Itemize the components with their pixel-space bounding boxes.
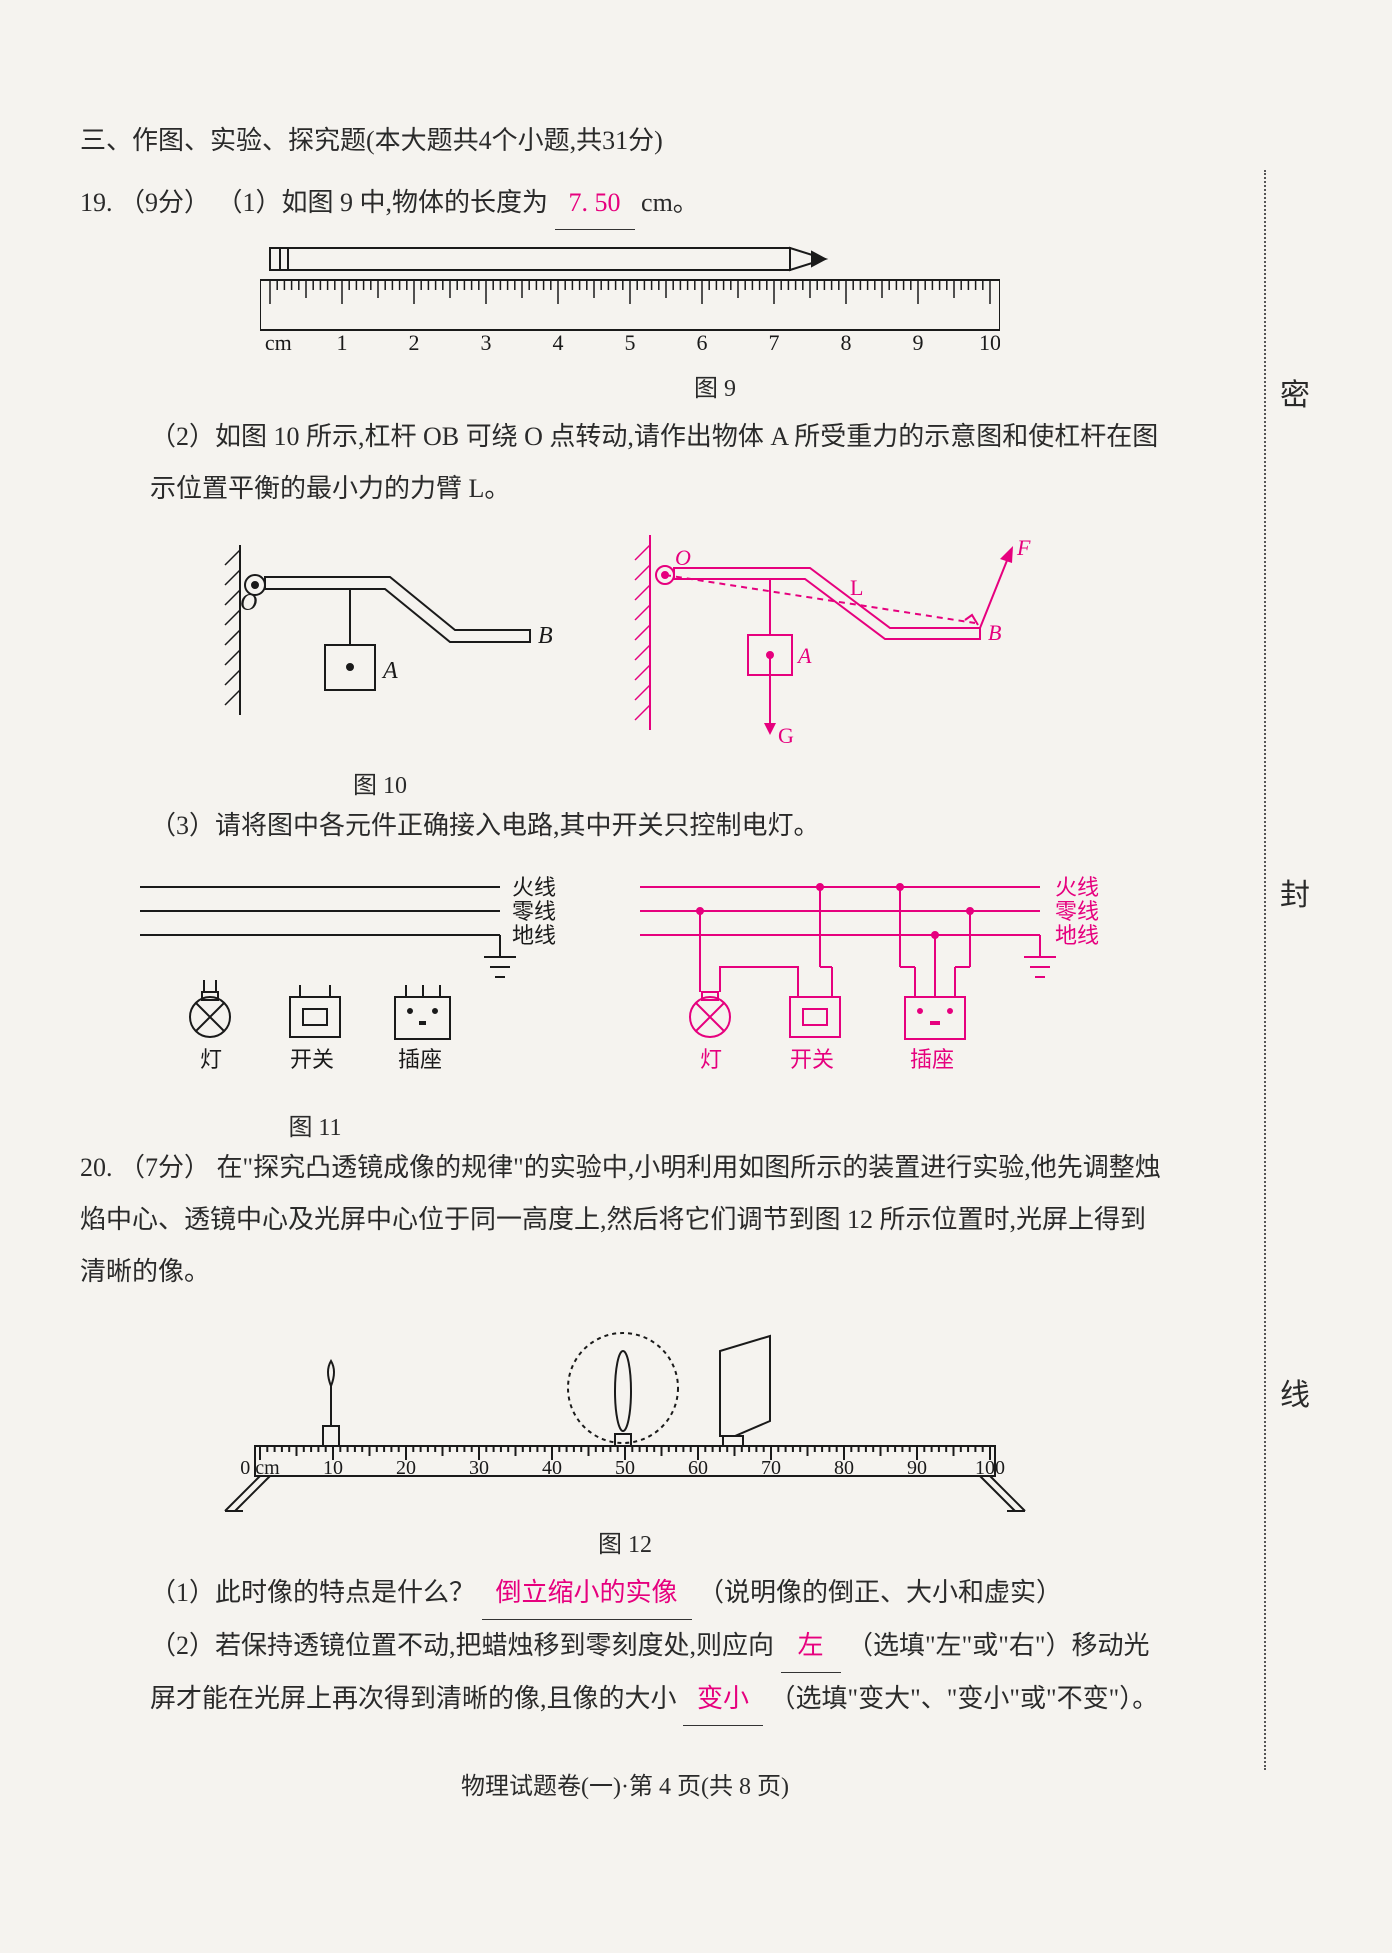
section-title: 三、作图、实验、探究题(本大题共4个小题,共31分)	[80, 120, 1170, 157]
svg-text:7: 7	[769, 330, 780, 355]
q20-p2-ans1: 左	[781, 1620, 841, 1673]
q20-p2: （2）若保持透镜位置不动,把蜡烛移到零刻度处,则应向 左 （选填"左"或"右"）…	[80, 1620, 1170, 1726]
svg-text:80: 80	[834, 1457, 854, 1479]
fig11-label: 图 11	[0, 1107, 1170, 1142]
svg-text:100: 100	[975, 1457, 1005, 1479]
svg-text:10: 10	[323, 1457, 343, 1479]
page-content: 三、作图、实验、探究题(本大题共4个小题,共31分) 19. （9分） （1）如…	[80, 120, 1170, 1801]
circuit-left-svg: 火线 零线 地线 灯 开关 插座	[140, 867, 580, 1097]
svg-text:4: 4	[553, 330, 564, 355]
cr-lamp: 灯	[700, 1047, 722, 1072]
lever-left-B: B	[538, 623, 553, 649]
figure-12: 0 cm 10 20 30 40 50 60 70 80 90 100 图 12	[215, 1316, 1035, 1559]
svg-text:20: 20	[396, 1457, 416, 1479]
lever-left-svg: O A B	[200, 535, 560, 735]
lever-right-svg: O L B F A G	[620, 535, 1040, 755]
q19-p1-answer: 7. 50	[555, 177, 635, 230]
svg-text:8: 8	[841, 330, 852, 355]
lever-right-A: A	[796, 643, 812, 668]
bench-svg: 0 cm 10 20 30 40 50 60 70 80 90 100	[215, 1316, 1035, 1516]
q20-p2-c: （选填"变大"、"变小"或"不变"）。	[770, 1684, 1159, 1713]
svg-text:2: 2	[409, 330, 420, 355]
svg-text:5: 5	[625, 330, 636, 355]
q20-num: 20.	[80, 1153, 113, 1182]
svg-text:40: 40	[542, 1457, 562, 1479]
lever-right-G: G	[778, 723, 794, 748]
cr-earth: 地线	[1055, 923, 1099, 948]
svg-text:30: 30	[469, 1457, 489, 1479]
svg-text:50: 50	[615, 1457, 635, 1479]
svg-text:90: 90	[907, 1457, 927, 1479]
cl-socket: 插座	[398, 1047, 442, 1072]
lever-right-B: B	[988, 620, 1001, 645]
cr-socket: 插座	[910, 1047, 954, 1072]
q20-p1-ans: 倒立缩小的实像	[482, 1567, 692, 1620]
seal-char-2: 封	[1280, 870, 1310, 914]
ruler-svg: 0 cm 1 2 3 4 5 6 7 8 9 10	[260, 240, 1000, 360]
svg-text:9: 9	[913, 330, 924, 355]
cr-neutral: 零线	[1055, 899, 1099, 924]
q19-pts: （9分）	[119, 188, 210, 217]
q20-intro: 20. （7分） 在"探究凸透镜成像的规律"的实验中,小明利用如图所示的装置进行…	[80, 1142, 1170, 1298]
cl-switch: 开关	[290, 1047, 334, 1072]
q19-p1-pre: （1）如图 9 中,物体的长度为	[217, 188, 549, 217]
cr-switch: 开关	[790, 1047, 834, 1072]
q20-pts: （7分）	[119, 1153, 210, 1182]
figure-11: 火线 零线 地线 灯 开关 插座	[140, 867, 1170, 1097]
svg-text:1: 1	[337, 330, 348, 355]
q19-num: 19.	[80, 188, 113, 217]
svg-text:60: 60	[688, 1457, 708, 1479]
q19-p1-post: cm。	[641, 188, 699, 217]
fig9-label: 图 9	[260, 368, 1170, 403]
lever-left-O: O	[240, 590, 257, 616]
q20-p2-a: （2）若保持透镜位置不动,把蜡烛移到零刻度处,则应向	[150, 1631, 774, 1660]
q20-introtext: 在"探究凸透镜成像的规律"的实验中,小明利用如图所示的装置进行实验,他先调整烛焰…	[80, 1153, 1161, 1286]
fig12-label: 图 12	[215, 1524, 1035, 1559]
seal-char-1: 密	[1280, 370, 1310, 414]
q20-p1-post: （说明像的倒正、大小和虚实）	[698, 1578, 1062, 1607]
cl-lamp: 灯	[200, 1047, 222, 1072]
figure-9: 0 cm 1 2 3 4 5 6 7 8 9 10 图 9	[260, 240, 1170, 403]
q19-p2: （2）如图 10 所示,杠杆 OB 可绕 O 点转动,请作出物体 A 所受重力的…	[80, 411, 1170, 515]
seal-char-3: 线	[1280, 1370, 1310, 1414]
cl-live: 火线	[512, 875, 556, 900]
svg-text:70: 70	[761, 1457, 781, 1479]
svg-text:10: 10	[979, 330, 1000, 355]
svg-text:0 cm: 0 cm	[240, 1457, 280, 1479]
page-footer: 物理试题卷(一)·第 4 页(共 8 页)	[80, 1766, 1170, 1801]
lever-right-L: L	[850, 575, 863, 600]
svg-text:0 cm: 0 cm	[260, 330, 292, 355]
seal-strip: 密 封 线	[1264, 170, 1294, 1770]
svg-text:6: 6	[697, 330, 708, 355]
circuit-right-svg: 火线 零线 地线 灯 开关 插座	[640, 867, 1140, 1097]
cr-live: 火线	[1055, 875, 1099, 900]
q20-p1: （1）此时像的特点是什么？ 倒立缩小的实像 （说明像的倒正、大小和虚实）	[80, 1567, 1170, 1620]
lever-right-O: O	[675, 545, 691, 570]
q20-p1-pre: （1）此时像的特点是什么？	[150, 1578, 475, 1607]
cl-earth: 地线	[512, 923, 556, 948]
q19-p3: （3）请将图中各元件正确接入电路,其中开关只控制电灯。	[80, 800, 1170, 852]
lever-right-F: F	[1016, 535, 1031, 560]
svg-text:3: 3	[481, 330, 492, 355]
figure-10: O A B	[200, 535, 1170, 755]
q20-p2-ans2: 变小	[683, 1673, 763, 1726]
lever-left-A: A	[381, 658, 398, 684]
q19-line1: 19. （9分） （1）如图 9 中,物体的长度为 7. 50 cm。	[80, 177, 1170, 230]
cl-neutral: 零线	[512, 899, 556, 924]
fig10-label: 图 10	[0, 765, 1170, 800]
